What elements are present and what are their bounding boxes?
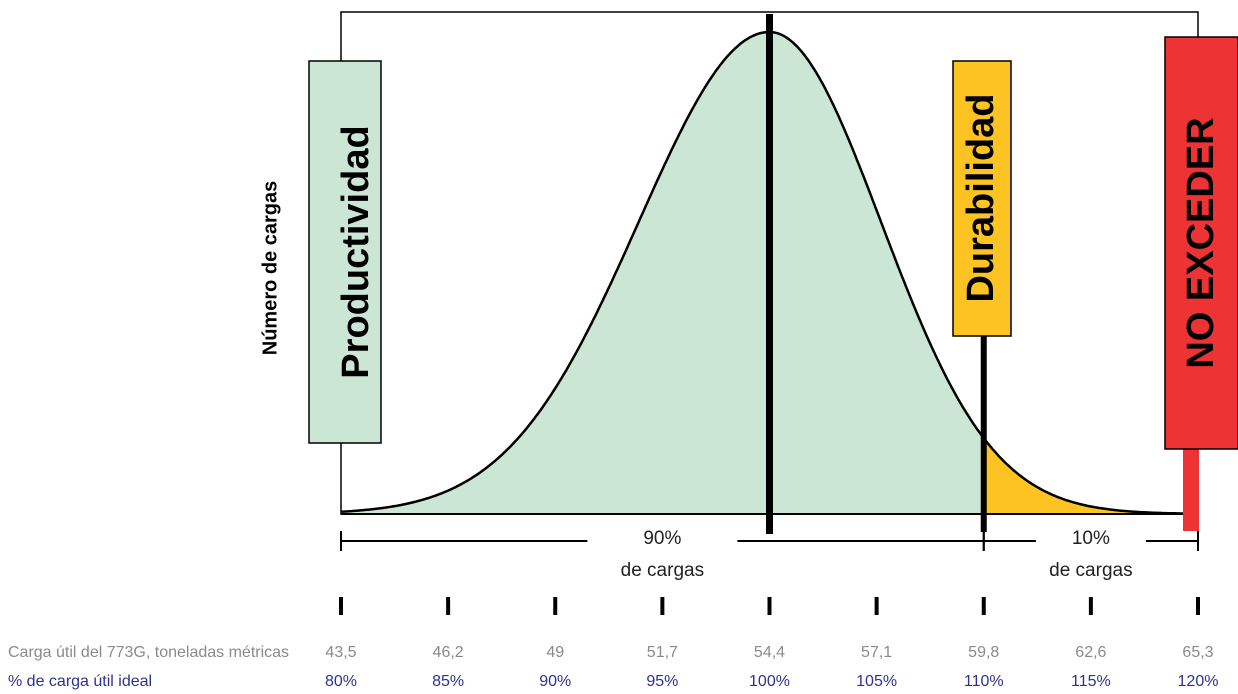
payload-row-label: Carga útil del 773G, toneladas métricas [8, 644, 289, 661]
band-90-text: de cargas [621, 560, 704, 581]
percent-tick-label: 90% [539, 673, 571, 690]
percent-row-label: % de carga útil ideal [8, 673, 152, 690]
percent-tick-label: 80% [325, 673, 357, 690]
percent-tick-label: 85% [432, 673, 464, 690]
band-10-percent: 10% de cargas [984, 528, 1198, 581]
payload-tick-label: 49 [546, 644, 564, 661]
productivity-box: Productividad [309, 61, 381, 443]
y-axis-label: Número de cargas [259, 181, 281, 356]
payload-tick-label: 57,1 [861, 644, 892, 661]
band-10-text: de cargas [1049, 560, 1132, 581]
durability-label: Durabilidad [960, 93, 1002, 302]
payload-tick-label: 59,8 [968, 644, 999, 661]
no-exceder-label: NO EXCEDER [1180, 117, 1222, 368]
productivity-label: Productividad [335, 125, 377, 378]
no-exceder-box: NO EXCEDER [1165, 37, 1238, 449]
payload-tick-label: 54,4 [754, 644, 785, 661]
percent-tick-label: 100% [749, 673, 790, 690]
max-limit-bar [1183, 449, 1199, 531]
payload-tick-label: 62,6 [1075, 644, 1106, 661]
payload-tick-label: 65,3 [1182, 644, 1213, 661]
percent-tick-label: 105% [856, 673, 897, 690]
band-90-pct: 90% [643, 528, 681, 549]
productivity-area [341, 32, 984, 514]
durability-box: Durabilidad [953, 61, 1011, 336]
percent-tick-label: 115% [1071, 673, 1111, 690]
band-10-pct: 10% [1072, 528, 1110, 549]
percent-tick-label: 110% [964, 673, 1004, 690]
payload-tick-label: 43,5 [325, 644, 356, 661]
band-90-percent: 90% de cargas [341, 528, 984, 581]
percent-tick-label: 95% [646, 673, 678, 690]
percent-tick-label: 120% [1178, 673, 1219, 690]
payload-tick-label: 46,2 [433, 644, 464, 661]
payload-tick-label: 51,7 [647, 644, 678, 661]
x-axis-ticks: 43,5 80% 46,2 85% 49 90% 51,7 95% 54,4 100% 57,1 10… [325, 597, 1218, 690]
